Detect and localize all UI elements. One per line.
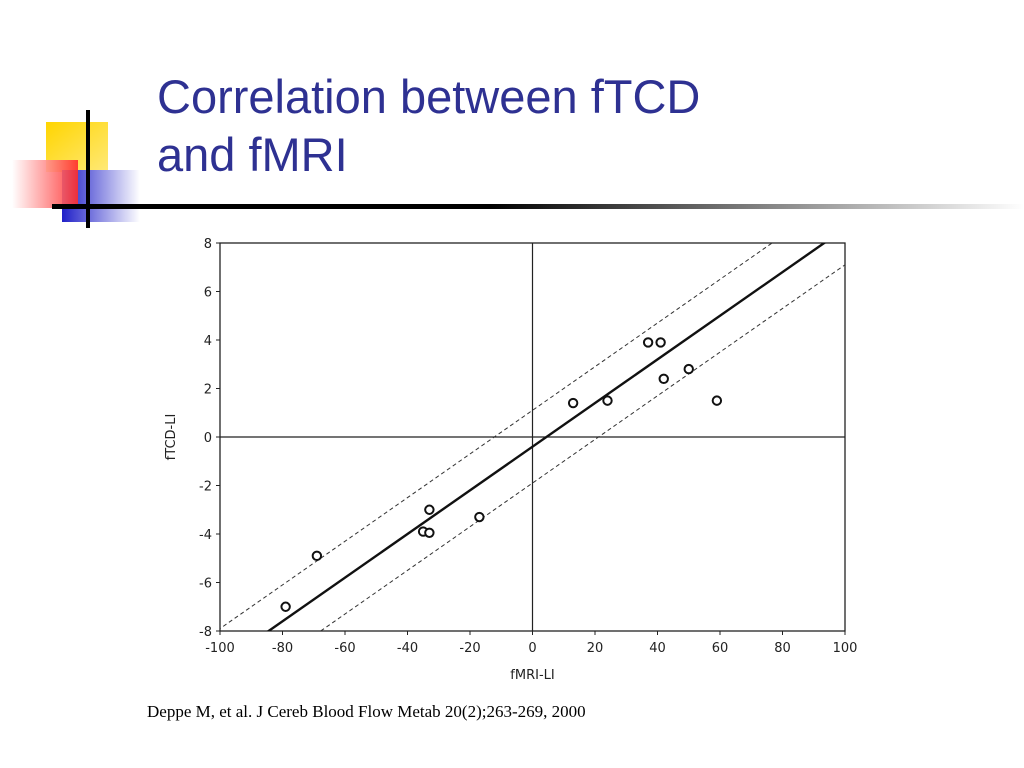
slide-title: Correlation between fTCD and fMRI [157, 68, 997, 184]
data-point-5 [424, 527, 435, 538]
x-tick-label: -40 [397, 641, 418, 656]
x-tick-label: 80 [774, 641, 791, 656]
x-tick-label: 60 [712, 641, 729, 656]
data-point-12 [683, 363, 694, 375]
data-point-7 [567, 397, 579, 409]
y-tick-label: -8 [199, 625, 212, 640]
data-point-10 [655, 337, 666, 348]
scatter-chart: -100 -80 -60 -40 -20 0 20 40 60 80 100 -8-6-4-2024… [164, 237, 857, 683]
x-tick-label: -100 [205, 641, 235, 656]
x-tick-label: 0 [528, 641, 536, 656]
y-tick-label: -2 [199, 480, 212, 495]
data-point-6 [474, 511, 485, 523]
data-point-4 [424, 504, 435, 515]
data-point-1 [280, 601, 291, 612]
x-tick-label: 100 [833, 641, 858, 656]
data-point-13 [711, 395, 723, 406]
x-axis-label: fMRI-LI [510, 668, 554, 683]
citation: Deppe M, et al. J Cereb Blood Flow Metab… [147, 702, 586, 721]
data-point-11 [658, 373, 669, 385]
regression-lines [220, 243, 845, 631]
y-tick-label: 2 [204, 383, 212, 398]
title-decoration [12, 110, 1024, 228]
y-axis-label: fTCD-LI [164, 414, 179, 461]
data-point-9 [642, 337, 654, 348]
y-tick-labels: -8 -6 -4 -2 0 2 4 6 8 [199, 237, 220, 640]
x-tick-label: -80 [272, 641, 293, 656]
y-tick-label: -6 [199, 577, 212, 592]
confidence-band-upper [220, 243, 773, 630]
y-tick-label: 4 [204, 334, 212, 349]
x-tick-label: 20 [587, 641, 604, 656]
x-tick-label: -20 [459, 641, 480, 656]
x-tick-labels: -100 -80 -60 -40 -20 0 20 40 60 80 100 [205, 631, 857, 656]
y-tick-label: 0 [204, 431, 212, 446]
data-point-2 [311, 550, 323, 562]
x-tick-label: -60 [334, 641, 355, 656]
confidence-band-lower [319, 264, 845, 631]
deco-red-square [12, 160, 78, 208]
deco-horizontal-rule [52, 204, 1024, 209]
slide-title-line-2: and fMRI [157, 128, 348, 181]
x-tick-label: 40 [649, 641, 666, 656]
data-point-8 [602, 395, 613, 406]
y-tick-label: -4 [199, 528, 212, 543]
slide-title-line-1: Correlation between fTCD [157, 70, 701, 123]
deco-vertical-rule [86, 110, 90, 228]
y-tick-label: 8 [204, 237, 212, 252]
regression-line [266, 243, 827, 631]
plot-area [219, 242, 846, 632]
y-tick-label: 6 [204, 286, 212, 301]
